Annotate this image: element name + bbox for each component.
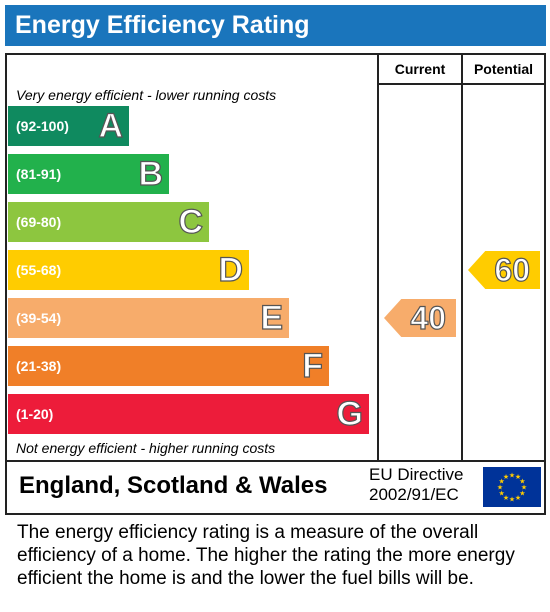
efficient-note: Very energy efficient - lower running co…: [16, 87, 277, 103]
column-divider: [377, 55, 379, 460]
band-letter: A: [98, 106, 124, 145]
band-letter: F: [302, 346, 324, 385]
band-letter: D: [218, 250, 244, 289]
star-icon: ★: [503, 494, 509, 502]
header-divider: [377, 83, 544, 85]
region-label: England, Scotland & Wales: [19, 472, 328, 499]
eu-directive: EU Directive 2002/91/EC: [369, 465, 463, 505]
star-icon: ★: [515, 494, 521, 502]
star-icon: ★: [503, 473, 509, 481]
band-c: (69-80) C: [8, 202, 209, 242]
potential-column-header: Potential: [473, 61, 534, 77]
eu-flag-icon: ★ ★ ★ ★ ★ ★ ★ ★ ★ ★ ★ ★: [483, 467, 541, 507]
star-icon: ★: [497, 484, 503, 492]
band-letter: G: [336, 394, 364, 433]
star-icon: ★: [515, 473, 521, 481]
eu-directive-line2: 2002/91/EC: [369, 485, 459, 504]
band-a: (92-100) A: [8, 106, 129, 146]
band-g: (1-20) G: [8, 394, 369, 434]
band-letter: E: [260, 298, 284, 337]
star-icon: ★: [519, 478, 525, 486]
potential-rating-arrow: 60: [468, 251, 540, 289]
eu-directive-line1: EU Directive: [369, 465, 464, 484]
band-range: (55-68): [16, 262, 62, 278]
star-icon: ★: [521, 484, 527, 492]
current-rating-arrow: 40: [384, 299, 456, 337]
star-icon: ★: [509, 496, 515, 504]
band-f: (21-38) F: [8, 346, 329, 386]
band-range: (69-80): [16, 214, 62, 230]
band-range: (39-54): [16, 310, 62, 326]
current-column-header: Current: [394, 61, 446, 77]
current-rating-value: 40: [410, 299, 447, 336]
column-divider: [461, 55, 463, 460]
star-icon: ★: [498, 478, 504, 486]
band-b: (81-91) B: [8, 154, 169, 194]
band-letter: B: [138, 154, 164, 193]
footer-divider: [7, 460, 544, 462]
band-letter: C: [178, 202, 204, 241]
potential-rating-value: 60: [494, 251, 531, 288]
star-icon: ★: [509, 472, 515, 480]
band-e: (39-54) E: [8, 298, 289, 338]
star-icon: ★: [498, 490, 504, 498]
inefficient-note: Not energy efficient - higher running co…: [16, 440, 276, 456]
description-text: The energy efficiency rating is a measur…: [17, 522, 515, 589]
band-d: (55-68) D: [8, 250, 249, 290]
band-range: (21-38): [16, 358, 62, 374]
band-range: (81-91): [16, 166, 62, 182]
star-icon: ★: [519, 490, 525, 498]
page-title: Energy Efficiency Rating: [5, 5, 546, 46]
rating-table: Current Potential Very energy efficient …: [5, 53, 546, 515]
band-range: (1-20): [16, 406, 54, 422]
band-range: (92-100): [16, 118, 69, 134]
